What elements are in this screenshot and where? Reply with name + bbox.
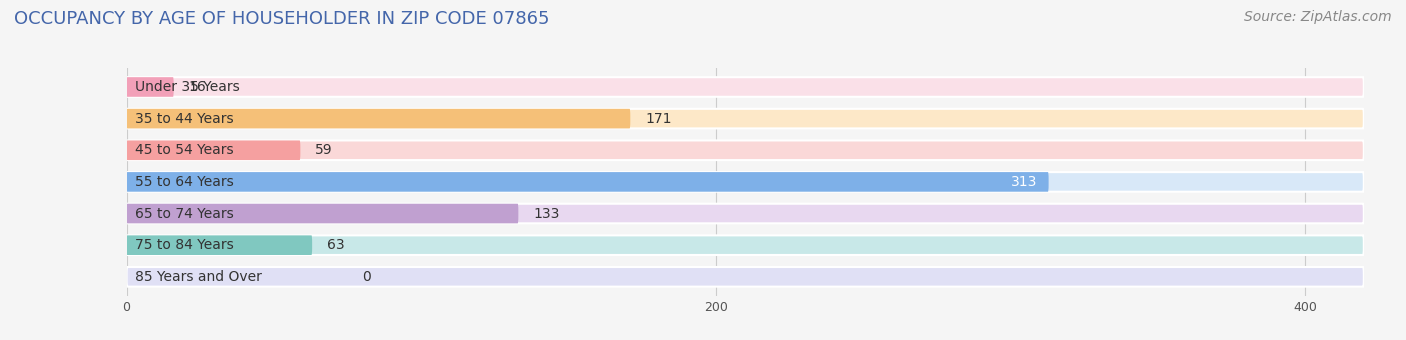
- Text: 85 Years and Over: 85 Years and Over: [135, 270, 263, 284]
- Text: 171: 171: [645, 112, 672, 125]
- Text: Source: ZipAtlas.com: Source: ZipAtlas.com: [1244, 10, 1392, 24]
- FancyBboxPatch shape: [127, 204, 1364, 223]
- Text: 313: 313: [1011, 175, 1036, 189]
- Text: 45 to 54 Years: 45 to 54 Years: [135, 143, 233, 157]
- FancyBboxPatch shape: [127, 267, 1364, 287]
- Text: Under 35 Years: Under 35 Years: [135, 80, 240, 94]
- Text: OCCUPANCY BY AGE OF HOUSEHOLDER IN ZIP CODE 07865: OCCUPANCY BY AGE OF HOUSEHOLDER IN ZIP C…: [14, 10, 550, 28]
- FancyBboxPatch shape: [127, 140, 1364, 160]
- Text: 55 to 64 Years: 55 to 64 Years: [135, 175, 235, 189]
- FancyBboxPatch shape: [127, 109, 1364, 129]
- Text: 16: 16: [188, 80, 207, 94]
- Text: 75 to 84 Years: 75 to 84 Years: [135, 238, 235, 252]
- FancyBboxPatch shape: [127, 109, 630, 129]
- FancyBboxPatch shape: [127, 235, 1364, 255]
- FancyBboxPatch shape: [127, 172, 1364, 192]
- Text: 133: 133: [533, 206, 560, 221]
- Text: 59: 59: [315, 143, 333, 157]
- Text: 35 to 44 Years: 35 to 44 Years: [135, 112, 233, 125]
- FancyBboxPatch shape: [127, 172, 1049, 192]
- FancyBboxPatch shape: [127, 77, 174, 97]
- FancyBboxPatch shape: [127, 77, 1364, 97]
- FancyBboxPatch shape: [127, 204, 519, 223]
- Text: 0: 0: [363, 270, 371, 284]
- FancyBboxPatch shape: [127, 140, 301, 160]
- FancyBboxPatch shape: [127, 235, 312, 255]
- Text: 63: 63: [326, 238, 344, 252]
- Text: 65 to 74 Years: 65 to 74 Years: [135, 206, 235, 221]
